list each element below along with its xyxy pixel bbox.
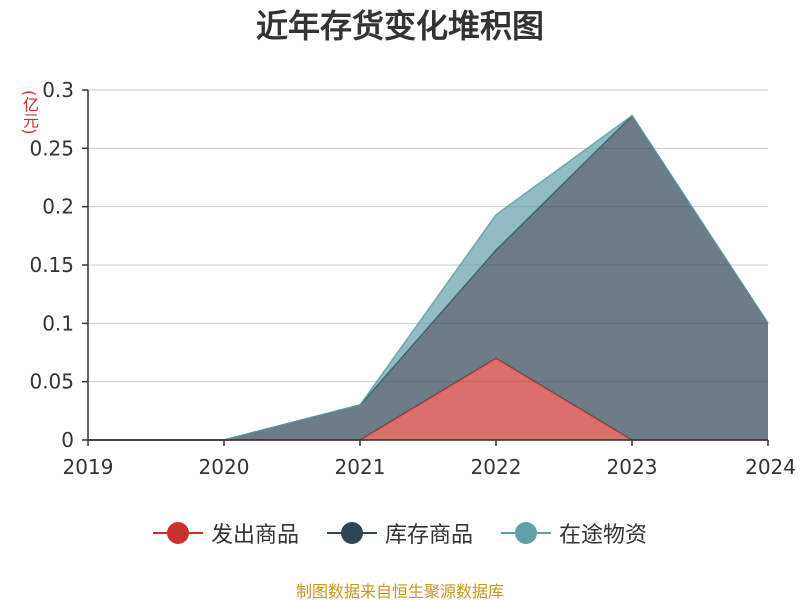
- x-tick-label: 2024: [745, 455, 796, 479]
- legend-item-3[interactable]: 在途物资: [501, 515, 647, 551]
- y-tick-label: 0: [61, 428, 74, 452]
- data-source-note: 制图数据来自恒生聚源数据库: [295, 582, 504, 600]
- legend-marker-dot: [166, 522, 189, 544]
- y-axis-unit-label: (亿元): [20, 90, 39, 135]
- legend-marker-icon: [501, 515, 551, 551]
- x-tick-label: 2019: [63, 455, 114, 479]
- x-tick-label: 2021: [335, 455, 386, 479]
- chart-title: 近年存货变化堆积图: [255, 7, 544, 45]
- legend-marker-icon: [152, 515, 203, 551]
- y-tick-label: 0.15: [29, 253, 74, 277]
- legend-item-1[interactable]: 发出商品: [152, 515, 299, 551]
- legend-marker-dot: [340, 522, 363, 544]
- area-series-2: [88, 115, 768, 441]
- legend-label: 库存商品: [384, 523, 473, 548]
- y-tick-label: 0.1: [42, 311, 74, 335]
- y-tick-label: 0.3: [42, 78, 74, 102]
- y-tick-label: 0.25: [29, 136, 74, 160]
- y-tick-label: 0.2: [42, 195, 74, 219]
- legend-marker-dot: [515, 522, 537, 544]
- legend-label: 发出商品: [210, 523, 299, 548]
- legend-marker-icon: [326, 515, 377, 551]
- legend-item-2[interactable]: 库存商品: [326, 515, 473, 551]
- chart-legend: 发出商品 库存商品 在途物资: [0, 515, 800, 551]
- x-tick-label: 2020: [199, 455, 250, 479]
- y-tick-label: 0.05: [29, 370, 74, 394]
- x-tick-label: 2022: [471, 455, 522, 479]
- x-tick-label: 2023: [607, 455, 658, 479]
- legend-label: 在途物资: [559, 523, 648, 548]
